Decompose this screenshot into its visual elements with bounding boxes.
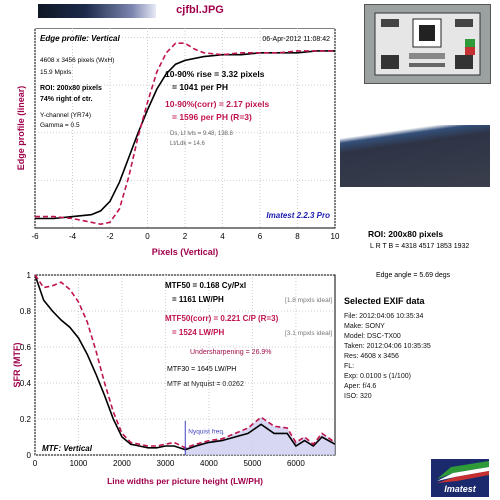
rise-corr-text: 10-90%(corr) = 2.17 pixels [165,99,269,109]
ideal-mpxls-2: [3.1 mpxls ideal] [285,330,332,337]
mtf-x-tick-label: 3000 [157,459,175,468]
edge-x-tick-label: 2 [183,232,188,241]
edge-x-tick-label: 10 [331,232,340,241]
exif-row: File: 2012:04:06 10:35:34 [344,313,424,320]
undersharpening: Undersharpening = 26.9% [190,349,272,356]
mtf-grid [34,274,335,456]
edge-series [35,42,335,226]
edge-x-tick-label: 8 [295,232,300,241]
imatest-logo: Imatest [431,459,489,497]
test-chart-picture [374,12,481,76]
exif-row: Make: SONY [344,323,385,330]
edge-x-tick-label: -6 [31,232,39,241]
mtf50-corr-text: MTF50(corr) = 0.221 C/P (R=3) [165,314,279,323]
rise-per-ph: = 1041 per PH [172,82,228,92]
rise-corr-per-ph: = 1596 per PH (R=3) [172,112,252,122]
mtf50-lwph: = 1161 LW/PH [172,295,224,304]
mtf-series-line [34,274,336,451]
roi-coordinates: L R T B = 4318 4517 1853 1932 [370,243,470,250]
mtf-at-nyquist: MTF at Nyquist = 0.0262 [167,381,244,388]
edge-x-tick-label: 4 [220,232,225,241]
edge-x-tick-label: 6 [258,232,263,241]
mtf-y-tick-label: 1 [27,271,32,280]
mtf30-text: MTF30 = 1645 LW/PH [167,366,236,373]
image-size: 4608 x 3456 pixels (WxH) [40,57,114,64]
mtf-x-tick-label: 5000 [243,459,261,468]
edge-series-line [35,42,335,226]
roi-crop-image [340,125,490,187]
exif-row: Res: 4608 x 3456 [344,353,399,360]
mtf-y-tick-label: 0 [27,451,32,460]
mtf-x-tick-label: 2000 [113,459,131,468]
edge-panel-title: Edge profile: Vertical [40,34,121,43]
roi-size-caption: ROI: 200x80 pixels [368,229,444,239]
edge-ticks: -6 -4 -2 0 2 4 6 8 10 [31,232,340,241]
mtf-y-tick-label: 0.2 [20,415,32,424]
channel: Y-channel (YR74) [40,112,91,119]
mtf-y-axis-label: SFR (MTF) [12,343,22,388]
mtf-x-axis-label: Line widths per picture height (LW/PH) [107,476,263,486]
edge-grid [34,28,336,228]
mtf-x-tick-label: 6000 [287,459,305,468]
light-dark-ratio: Lt/Ldk = 14.6 [170,141,206,147]
mtf-chart: 0 1000 2000 3000 4000 5000 600000.20.40.60.81 … [12,271,336,486]
edge-x-tick-label: -4 [69,232,77,241]
timestamp: 06-Apr-2012 11:08:42 [262,36,330,43]
exif-row: Taken: 2012:04:06 10:35:35 [344,343,431,350]
imatest-version: Imatest 2.2.3 Pro [266,211,330,220]
exif-row: ISO: 320 [344,393,372,400]
edge-angle: Edge angle = 5.69 degs [376,272,451,279]
edge-profile-chart: -6 -4 -2 0 2 4 6 8 10 Pixels (Vertical) Edge pro… [16,28,340,257]
mtf-series-line [34,274,336,449]
mtf50-corr-lwph: = 1524 LW/PH [172,328,224,337]
mtf-y-tick-label: 0.8 [20,307,32,316]
levels: Ds, Lt lvls = 9.48, 138.8 [170,131,234,137]
rise-text: 10-90% rise = 3.32 pixels [165,69,265,79]
roi-position: 74% right of ctr. [40,96,93,103]
ideal-mpxls-1: [1.8 mpxls ideal] [285,297,332,304]
full-image-thumbnail [364,4,491,84]
exif-row: FL: [344,363,355,370]
gamma: Gamma = 0.5 [40,122,80,129]
mtf-x-tick-label: 4000 [200,459,218,468]
mtf-y-tick-label: 0.6 [20,343,32,352]
exif-row: Exp: 0.0100 s (1/100) [344,373,411,380]
logo-text: Imatest [444,484,477,494]
edge-x-axis-label: Pixels (Vertical) [152,247,219,257]
roi-size: ROI: 200x80 pixels [40,85,102,92]
edge-x-tick-label: 0 [145,232,150,241]
edge-y-axis-label: Edge profile (linear) [16,86,26,171]
mtf50-text: MTF50 = 0.168 Cy/Pxl [165,281,246,290]
edge-x-tick-label: -2 [106,232,114,241]
exif-row: Aper: f/4.6 [344,383,377,390]
file-name: cjfbl.JPG [176,4,224,16]
image-strip [38,4,156,18]
mtf-series [34,274,336,451]
edge-series-line [35,50,335,220]
exif-row: Model: DSC-TX00 [344,333,401,340]
mtf-y-tick-label: 0.4 [20,379,32,388]
mtf-x-tick-label: 1000 [70,459,88,468]
nyquist-label: Nyquist freq. [188,428,225,435]
exif-title: Selected EXIF data [344,296,425,306]
mtf-ticks: 0 1000 2000 3000 4000 5000 6000 0 0.2 0.4 0.6 0.8 1 [20,271,305,468]
mtf-panel-title: MTF: Vertical [42,444,93,453]
mtf-x-tick-label: 0 [33,459,38,468]
megapixels: 15.9 Mpxls [40,69,72,76]
